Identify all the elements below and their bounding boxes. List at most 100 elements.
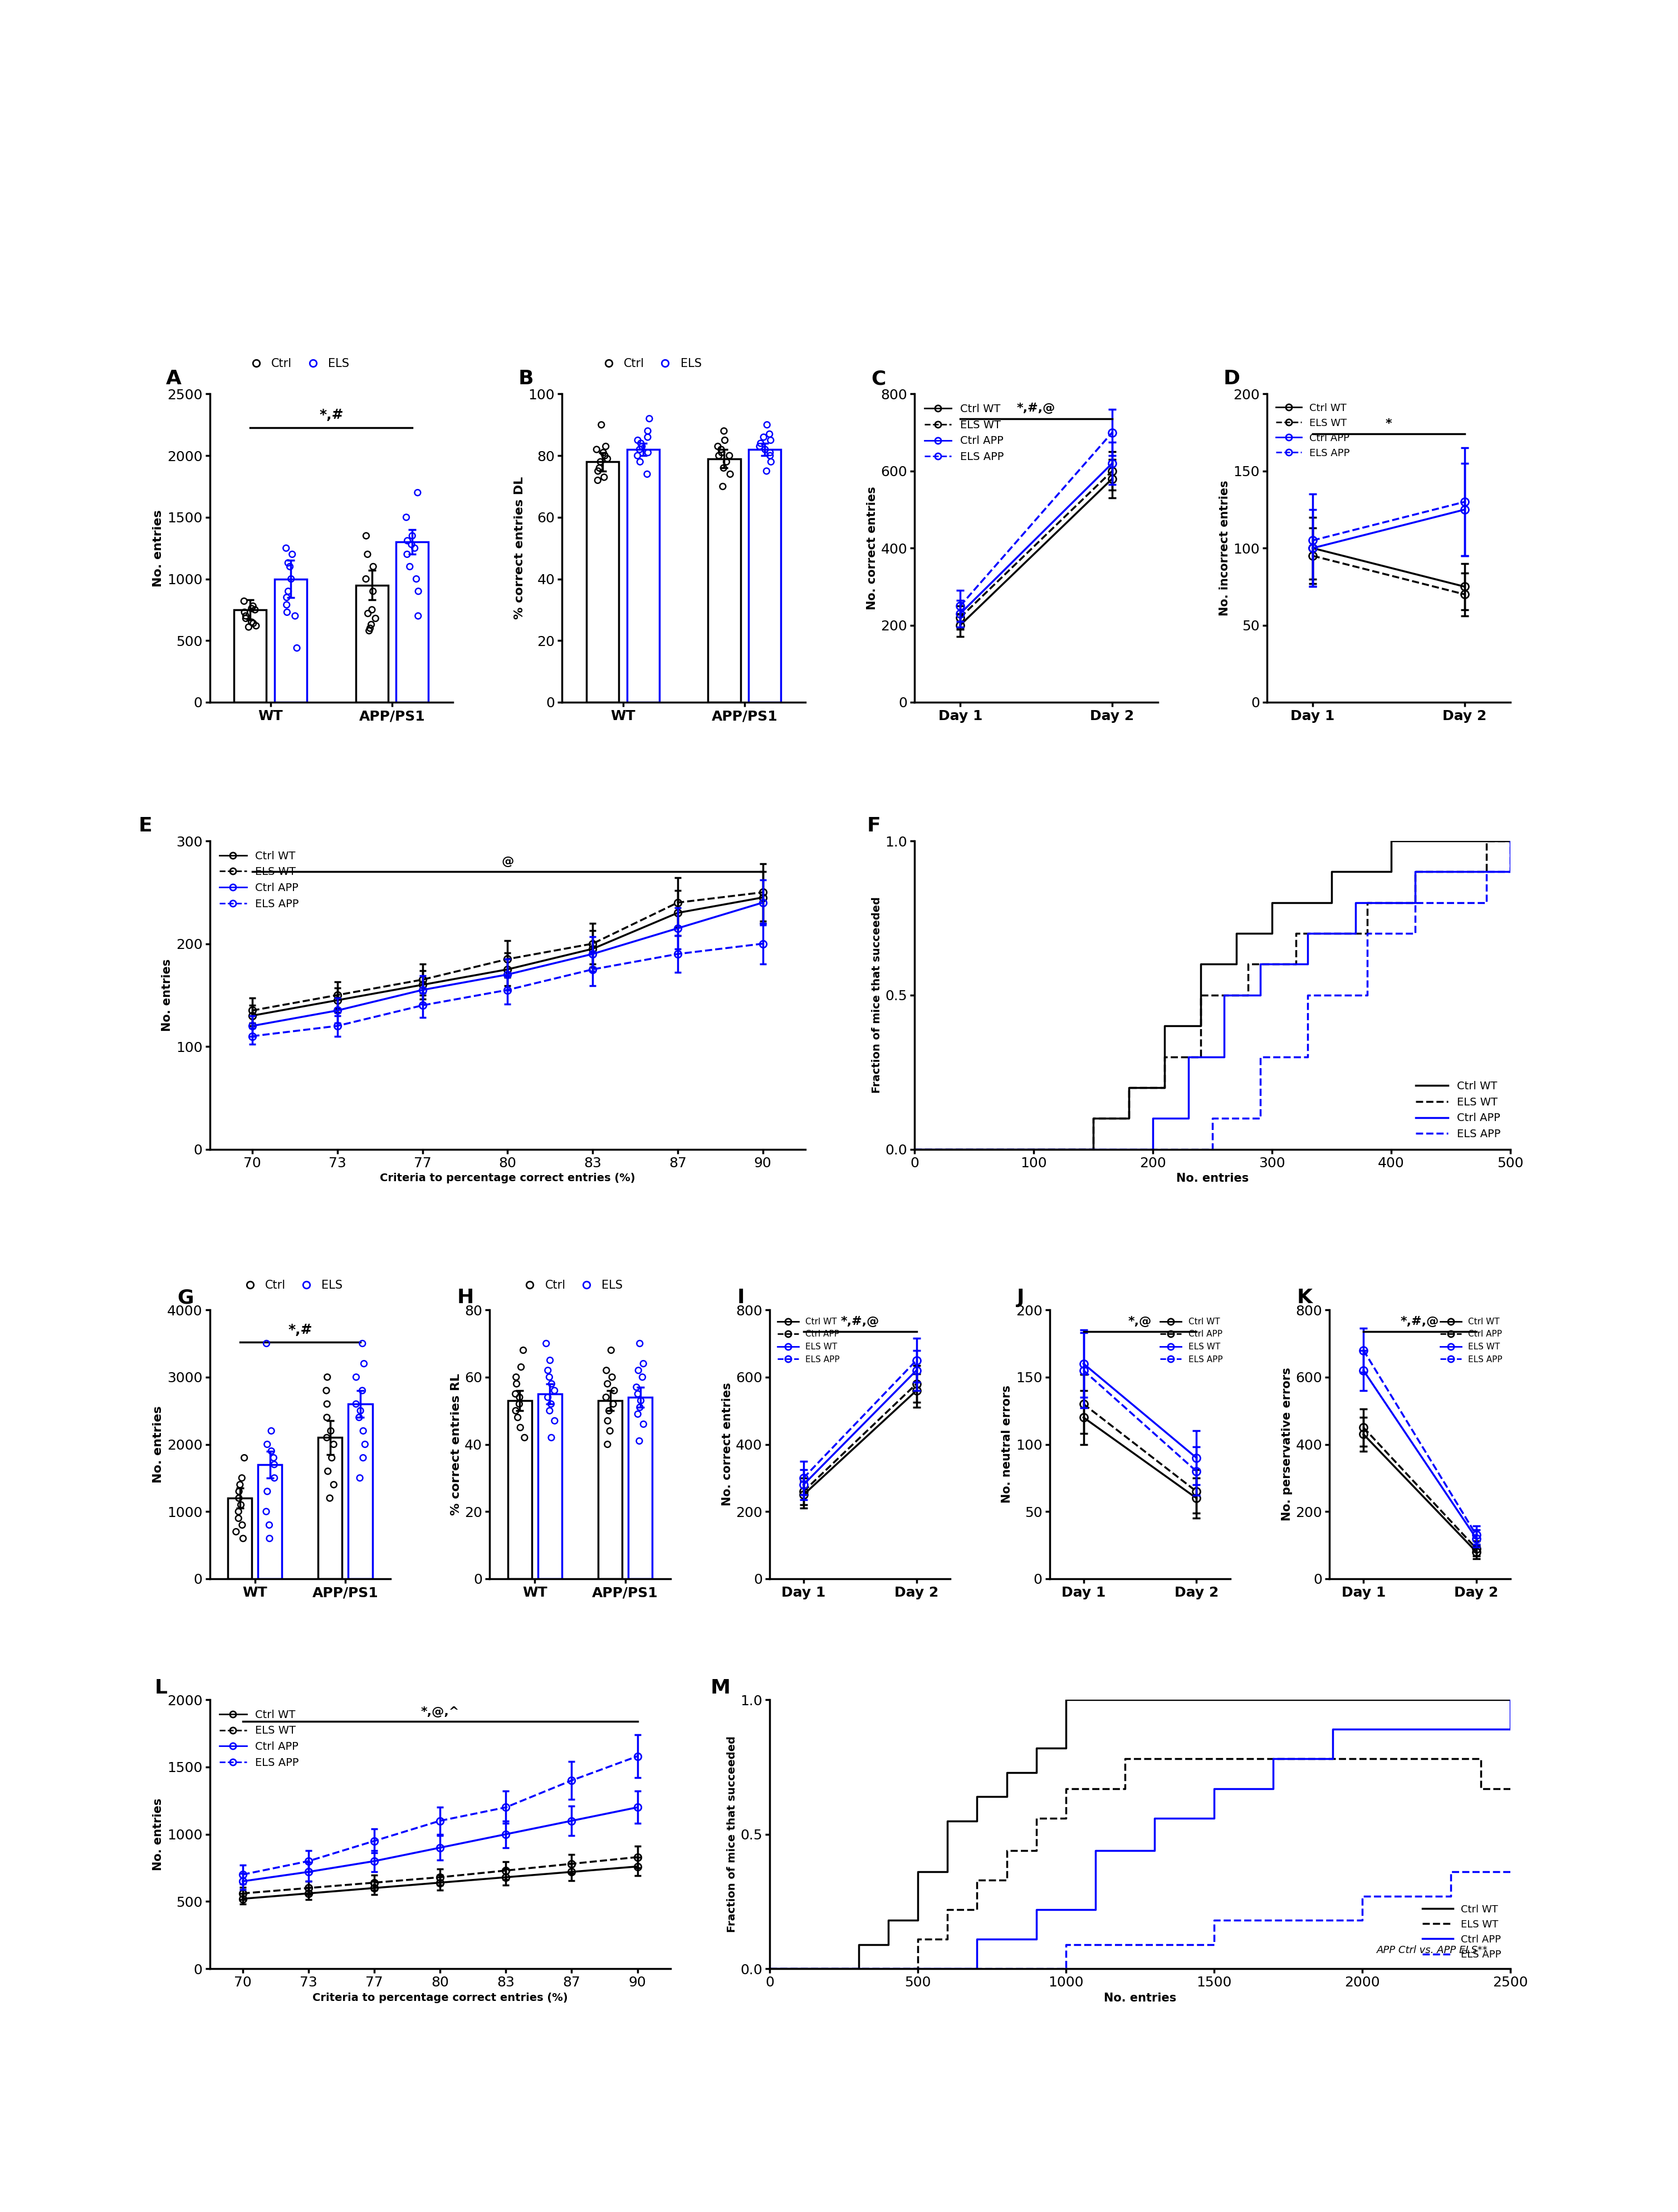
Point (710, 451, 737, 487)
Point (587, 407, 614, 442)
Point (708, 436, 735, 471)
Text: *,#: *,# (289, 1323, 312, 1336)
Point (349, 1413, 376, 1449)
Text: A: A (166, 369, 181, 389)
Point (275, 544, 302, 580)
Point (626, 1422, 653, 1458)
Text: *,#,@: *,#,@ (1401, 1316, 1440, 1327)
Point (223, 1513, 250, 1548)
Point (356, 613, 383, 648)
Point (357, 611, 384, 646)
Point (240, 588, 267, 624)
Point (534, 1380, 560, 1416)
Y-axis label: No. correct entries: No. correct entries (722, 1382, 733, 1506)
Point (394, 522, 421, 557)
Point (629, 1345, 656, 1380)
Point (346, 1400, 373, 1436)
Legend: Ctrl WT, ELS WT, Ctrl APP, ELS APP: Ctrl WT, ELS WT, Ctrl APP, ELS APP (1411, 1077, 1505, 1144)
Point (314, 1453, 341, 1489)
Bar (356, 586, 388, 701)
Point (274, 531, 300, 566)
Point (274, 580, 300, 615)
Point (359, 549, 386, 584)
Point (710, 414, 737, 449)
Point (591, 436, 618, 471)
Y-axis label: No. entries: No. entries (153, 1798, 164, 1871)
Point (584, 431, 611, 467)
Point (503, 1367, 530, 1402)
Point (717, 456, 743, 491)
Point (242, 593, 268, 628)
Text: I: I (737, 1287, 745, 1307)
Point (232, 597, 258, 633)
Point (314, 1400, 341, 1436)
Point (710, 469, 737, 504)
Point (757, 436, 784, 471)
Point (319, 1440, 346, 1475)
Point (317, 1413, 344, 1449)
Point (626, 431, 653, 467)
Point (592, 1380, 619, 1416)
Point (597, 1332, 624, 1367)
Point (757, 422, 784, 458)
Point (314, 1360, 341, 1396)
Text: E: E (138, 816, 153, 836)
Point (584, 462, 611, 498)
Legend: Ctrl, ELS: Ctrl, ELS (513, 1276, 628, 1296)
Point (346, 1460, 373, 1495)
Point (362, 602, 389, 637)
Legend: Ctrl, ELS: Ctrl, ELS (592, 354, 706, 374)
Text: *,#,@: *,#,@ (1017, 403, 1055, 414)
Point (634, 456, 661, 491)
Point (757, 416, 784, 451)
Point (240, 606, 267, 641)
Point (398, 526, 425, 562)
X-axis label: Criteria to percentage correct entries (%): Criteria to percentage correct entries (… (312, 1993, 567, 2004)
Legend: Ctrl WT, ELS WT, Ctrl APP, ELS APP: Ctrl WT, ELS WT, Ctrl APP, ELS APP (215, 1705, 304, 1772)
Point (225, 1480, 252, 1515)
Point (352, 1427, 379, 1462)
Y-axis label: No. entries: No. entries (161, 958, 173, 1031)
Point (629, 1360, 656, 1396)
Legend: Ctrl WT, Ctrl APP, ELS WT, ELS APP: Ctrl WT, Ctrl APP, ELS WT, ELS APP (1436, 1314, 1505, 1367)
Y-axis label: Fraction of mice that succeeded: Fraction of mice that succeeded (871, 896, 883, 1093)
Point (228, 1486, 255, 1522)
Point (359, 573, 386, 608)
Point (354, 595, 381, 630)
Point (262, 1460, 289, 1495)
Y-axis label: No. entries: No. entries (153, 509, 164, 586)
Point (757, 445, 784, 480)
Legend: Ctrl WT, ELS WT, Ctrl APP, ELS APP: Ctrl WT, ELS WT, Ctrl APP, ELS APP (1418, 1900, 1505, 1964)
Text: J: J (1017, 1287, 1025, 1307)
Point (342, 1360, 369, 1396)
Point (227, 1467, 253, 1502)
Point (713, 445, 740, 480)
Point (349, 1374, 376, 1409)
Point (253, 1325, 280, 1360)
Bar (319, 1438, 342, 1579)
Point (314, 1387, 341, 1422)
Point (596, 1413, 623, 1449)
Point (599, 1387, 626, 1422)
Bar (349, 1405, 373, 1579)
Point (393, 500, 420, 535)
Point (258, 1433, 285, 1469)
Point (705, 429, 732, 465)
Point (235, 608, 262, 644)
Point (357, 606, 384, 641)
Point (349, 1440, 376, 1475)
Bar (628, 1398, 653, 1579)
Point (624, 1396, 651, 1431)
Bar (228, 1498, 252, 1579)
Point (352, 518, 379, 553)
Point (594, 440, 621, 476)
Point (238, 604, 265, 639)
Point (708, 431, 735, 467)
Point (253, 1427, 280, 1462)
Legend: Ctrl WT, ELS WT, Ctrl APP, ELS APP: Ctrl WT, ELS WT, Ctrl APP, ELS APP (1272, 398, 1354, 462)
Point (232, 602, 258, 637)
Y-axis label: No. incorrect entries: No. incorrect entries (1218, 480, 1230, 615)
Point (594, 1402, 621, 1438)
Point (601, 1374, 628, 1409)
Bar (396, 542, 428, 701)
